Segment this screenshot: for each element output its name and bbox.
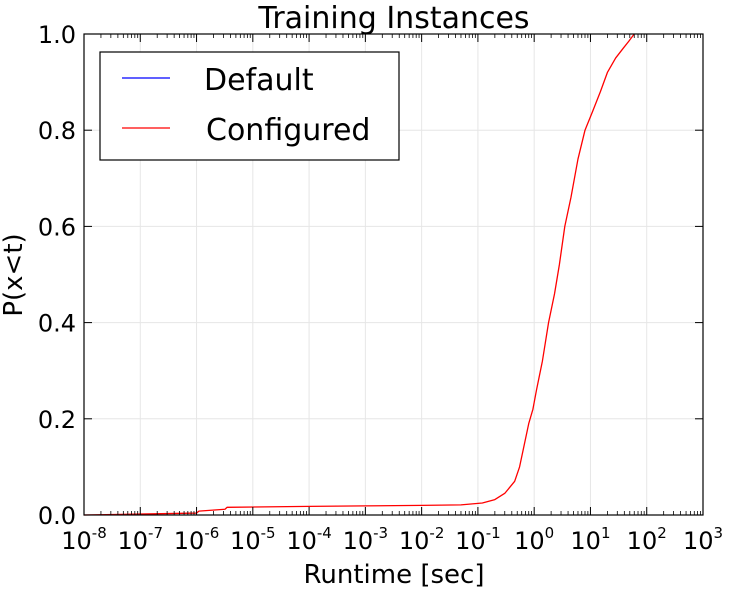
series-line-configured [83,33,635,516]
x-tick-label: 10-5 [230,524,276,555]
y-tick-label: 0.6 [38,213,76,241]
series-layer [83,33,635,516]
y-tick-label: 0.8 [38,117,76,145]
x-tick-label: 10-4 [286,524,332,555]
x-tick-label: 10-7 [118,524,164,555]
y-axis-title: P(x<t) [0,233,29,316]
legend-label-default: Default [204,63,314,98]
legend: Default Configured [99,51,400,161]
x-tick-label: 102 [627,524,667,555]
ticks: 10-8 10-7 10-6 10-5 10-4 10-3 10-2 10-1 100 101 10… [38,21,723,555]
y-tick-label: 0.0 [38,502,76,530]
legend-label-configured: Configured [206,113,370,148]
x-axis-title: Runtime [sec] [304,560,485,590]
chart-title: Training Instances [257,1,529,36]
x-tick-label: 10-6 [174,524,220,555]
x-tick-label: 10-8 [61,524,107,555]
y-tick-label: 1.0 [38,21,76,49]
y-tick-label: 0.2 [38,406,76,434]
legend-box [99,51,400,161]
x-tick-label: 103 [683,524,723,555]
x-tick-label: 10-2 [399,524,445,555]
x-tick-label: 10-3 [343,524,389,555]
y-tick-label: 0.4 [38,310,76,338]
plot-frame [83,33,704,516]
x-tick-label: 10-1 [455,524,501,555]
x-tick-label: 101 [570,524,610,555]
x-tick-label: 100 [514,524,554,555]
